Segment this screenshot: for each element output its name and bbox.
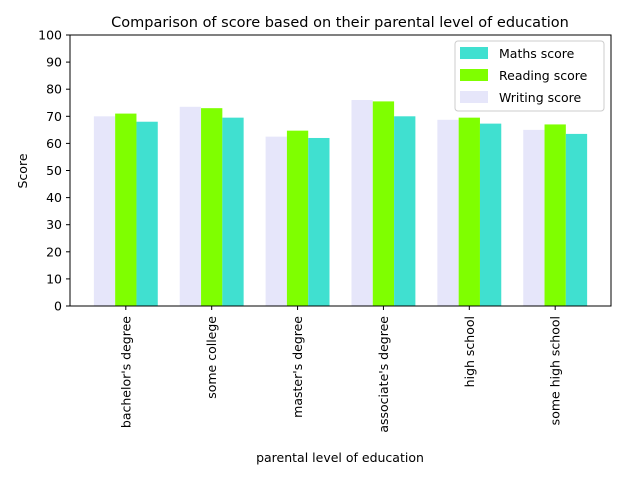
bar-reading-score xyxy=(286,130,309,306)
bar-maths-score xyxy=(394,116,416,306)
x-tick-label: some high school xyxy=(548,316,563,425)
y-tick-label: 20 xyxy=(46,244,62,259)
x-tick-label: some college xyxy=(204,316,219,399)
x-axis-label: parental level of education xyxy=(256,450,424,465)
y-tick-label: 60 xyxy=(46,136,62,151)
x-axis: bachelor's degree some college master's de… xyxy=(118,306,563,433)
legend-swatch-reading-score xyxy=(460,69,488,81)
legend-label-writing-score: Writing score xyxy=(499,90,582,105)
legend-swatch-writing-score xyxy=(460,91,488,103)
bar-writing-score xyxy=(351,100,373,306)
legend-label-maths-score: Maths score xyxy=(499,46,575,61)
bar-writing-score xyxy=(179,106,202,306)
y-tick-label: 40 xyxy=(46,190,62,205)
bar-writing-score xyxy=(93,116,116,306)
bar-maths-score xyxy=(136,121,158,306)
bar-maths-score xyxy=(565,133,588,306)
y-tick-label: 50 xyxy=(46,163,62,178)
y-tick-label: 100 xyxy=(38,28,62,43)
legend-box xyxy=(454,40,605,112)
y-axis-label: Score xyxy=(15,153,30,188)
bar-reading-score xyxy=(372,101,395,307)
y-tick-label: 0 xyxy=(54,299,62,314)
bar-writing-score xyxy=(265,136,287,306)
chart-title: Comparison of score based on their paren… xyxy=(111,15,569,31)
y-axis: 0 10 20 30 40 50 60 70 80 90 100 xyxy=(38,28,70,314)
bar-reading-score xyxy=(544,124,566,307)
y-tick-label: 70 xyxy=(46,109,62,124)
bar-maths-score xyxy=(308,137,330,306)
y-tick-label: 90 xyxy=(46,55,62,70)
bar-maths-score xyxy=(479,123,502,306)
x-tick-label: bachelor's degree xyxy=(118,316,133,428)
bars-group xyxy=(93,100,588,307)
y-tick-label: 30 xyxy=(46,217,62,232)
bar-reading-score xyxy=(458,117,480,306)
bar-writing-score xyxy=(523,129,545,306)
y-tick-label: 10 xyxy=(46,271,62,286)
legend: Maths score Reading score Writing score xyxy=(454,40,605,112)
bar-maths-score xyxy=(222,117,244,306)
plot-frame xyxy=(69,34,612,307)
bar-reading-score xyxy=(201,108,223,306)
x-tick-label: master's degree xyxy=(290,316,305,418)
y-tick-label: 80 xyxy=(46,82,62,97)
bar-writing-score xyxy=(437,119,459,306)
x-tick-label: associate's degree xyxy=(376,316,391,433)
bar-reading-score xyxy=(115,113,137,306)
legend-swatch-maths-score xyxy=(460,47,488,59)
x-tick-label: high school xyxy=(462,316,477,387)
legend-label-reading-score: Reading score xyxy=(499,68,588,83)
